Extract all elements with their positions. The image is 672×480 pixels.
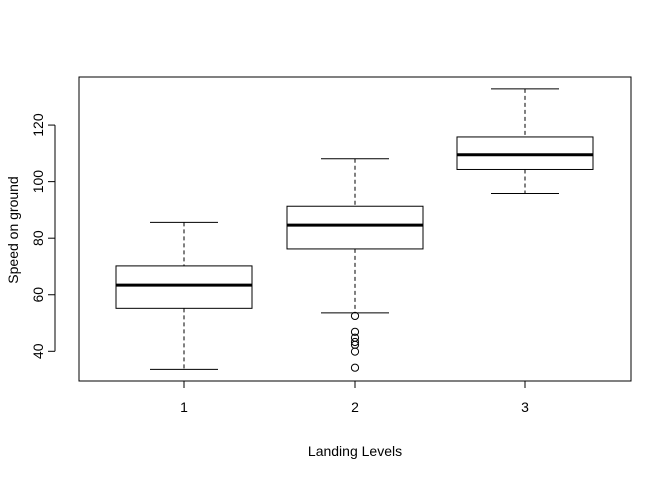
outlier-point	[350, 311, 360, 321]
box-group-1	[115, 221, 253, 370]
y-tick-label: 100	[30, 170, 46, 194]
outlier-point	[350, 347, 360, 356]
box-group-2	[286, 158, 424, 372]
box-iqr	[115, 265, 253, 309]
y-tick-label: 120	[30, 113, 46, 137]
box-iqr	[286, 205, 424, 250]
x-axis-label: Landing Levels	[308, 443, 402, 459]
x-tick-label: 3	[521, 399, 529, 415]
x-tick-label: 2	[351, 399, 359, 415]
outlier-point	[350, 327, 360, 336]
outlier-point	[350, 337, 360, 347]
y-tick-label: 60	[30, 287, 46, 303]
outlier-point	[350, 363, 360, 372]
y-axis: 40 60 80 100 120	[30, 113, 56, 359]
y-tick-label: 80	[30, 230, 46, 246]
boxes-group	[115, 88, 594, 372]
y-axis-label: Speed on ground	[5, 176, 21, 283]
box-group-3	[456, 88, 594, 195]
outlier-point	[350, 333, 360, 342]
x-axis: 1 2 3	[180, 380, 529, 415]
x-tick-label: 1	[180, 399, 188, 415]
box-iqr	[456, 136, 594, 170]
y-tick-label: 40	[30, 343, 46, 359]
